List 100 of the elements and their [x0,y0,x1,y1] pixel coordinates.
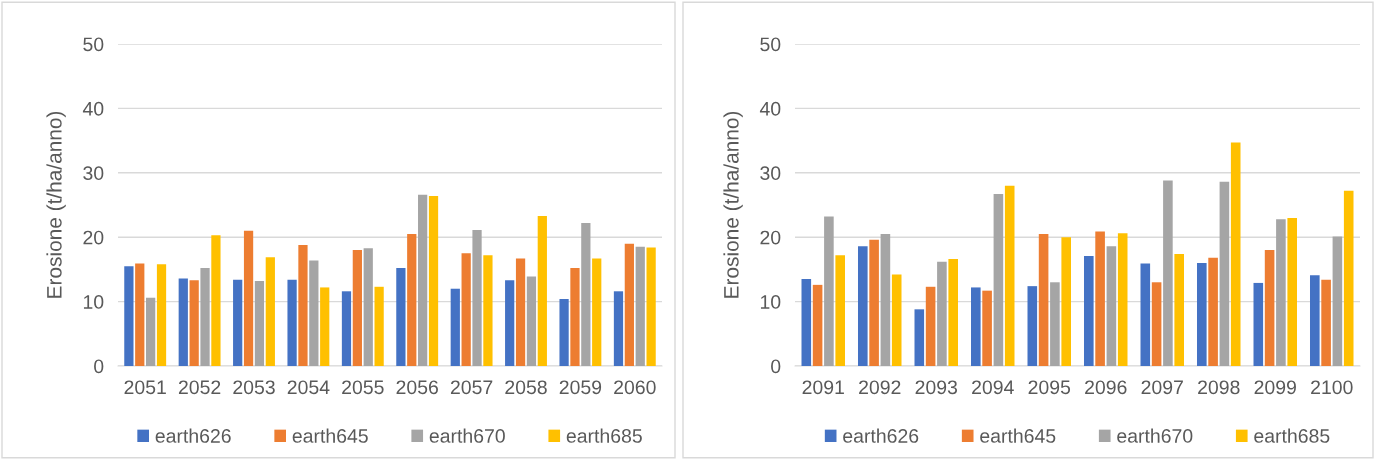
x-tick-label: 2058 [505,380,547,395]
bar [993,194,1004,366]
bar [1208,257,1218,366]
bar [287,279,297,366]
legend-label: earth670 [429,428,505,443]
bar [635,246,645,366]
bar [1027,286,1038,366]
y-axis-title: Erosione (t/ha/anno) [723,111,743,298]
y-axis-title: Erosione (t/ha/anno) [46,111,66,298]
bar [1004,185,1015,366]
bar [254,280,265,366]
bar [581,223,591,366]
bar [1050,282,1060,366]
y-tick-label: 20 [83,230,104,245]
bar [200,268,210,366]
y-tick-label: 30 [83,166,104,181]
x-tick-label: 2100 [1311,380,1353,395]
bar [341,291,352,366]
x-tick-label: 2097 [1141,380,1183,395]
bar [592,258,602,366]
bar [570,268,580,366]
bar [559,299,569,366]
y-tick-label: 50 [760,37,781,52]
legend-label: earth645 [292,428,368,443]
legend-label: earth645 [980,428,1056,443]
bar [1197,262,1207,366]
bar [914,309,925,366]
x-tick-label: 2093 [915,380,958,395]
x-tick-label: 2092 [859,380,901,395]
y-tick-label: 30 [760,166,781,181]
bar [472,230,482,366]
bar [1310,275,1320,366]
x-tick-label: 2094 [972,380,1014,395]
bar [880,233,891,366]
legend-label: earth670 [1117,428,1193,443]
bar [925,286,936,366]
legend-label: earth685 [566,428,642,443]
bar [835,255,845,366]
bar [363,248,373,366]
x-tick-label: 2052 [178,380,221,395]
bar [1140,263,1151,366]
bar [146,297,156,366]
y-tick-label: 20 [760,230,781,245]
bar [869,239,879,366]
bar [211,235,221,366]
bar [483,255,493,366]
bar [461,253,471,366]
bar [505,280,515,366]
x-tick-label: 2060 [614,380,656,395]
bar [1061,237,1071,366]
bar [537,215,547,366]
bar [374,286,384,366]
bar [135,263,145,366]
bar [948,259,958,366]
y-tick-label: 40 [82,101,104,116]
bar [1253,282,1264,366]
bar [1095,231,1105,366]
bar [233,279,243,366]
bar [624,243,634,366]
bar [937,261,947,366]
x-tick-label: 2054 [287,380,330,395]
bar [824,216,834,366]
bar [298,244,308,366]
x-tick-label: 2091 [802,380,844,395]
bar [243,230,254,366]
x-tick-label: 2098 [1198,380,1240,395]
x-tick-label: 2096 [1085,380,1127,395]
bar [812,284,823,366]
bar [1163,180,1173,366]
bar [352,250,362,366]
bar [1332,236,1343,366]
x-tick-label: 2057 [450,380,493,395]
bar [515,258,526,366]
x-tick-label: 2055 [342,380,384,395]
bar [189,280,199,366]
bar [178,278,188,366]
bar [1287,217,1297,366]
bar [309,260,319,366]
x-tick-label: 2051 [124,380,166,395]
legend-label: earth685 [1254,428,1330,443]
bar [982,290,992,366]
bar [646,247,656,366]
bar [407,233,417,366]
bar [801,279,812,366]
y-tick-label: 10 [760,295,781,309]
bar [450,288,460,366]
bar [1321,279,1331,366]
x-tick-label: 2095 [1028,380,1071,395]
x-tick-label: 2056 [396,380,438,395]
bar [1084,255,1094,366]
bar [396,268,406,366]
legend-label: earth626 [155,428,231,443]
bar [1276,219,1286,366]
bar [891,274,902,366]
y-tick-label: 50 [83,37,104,52]
bar [418,194,428,366]
x-tick-label: 2099 [1254,380,1296,395]
y-tick-label: 40 [759,101,781,116]
y-tick-label: 0 [94,359,104,374]
bar [265,257,275,366]
